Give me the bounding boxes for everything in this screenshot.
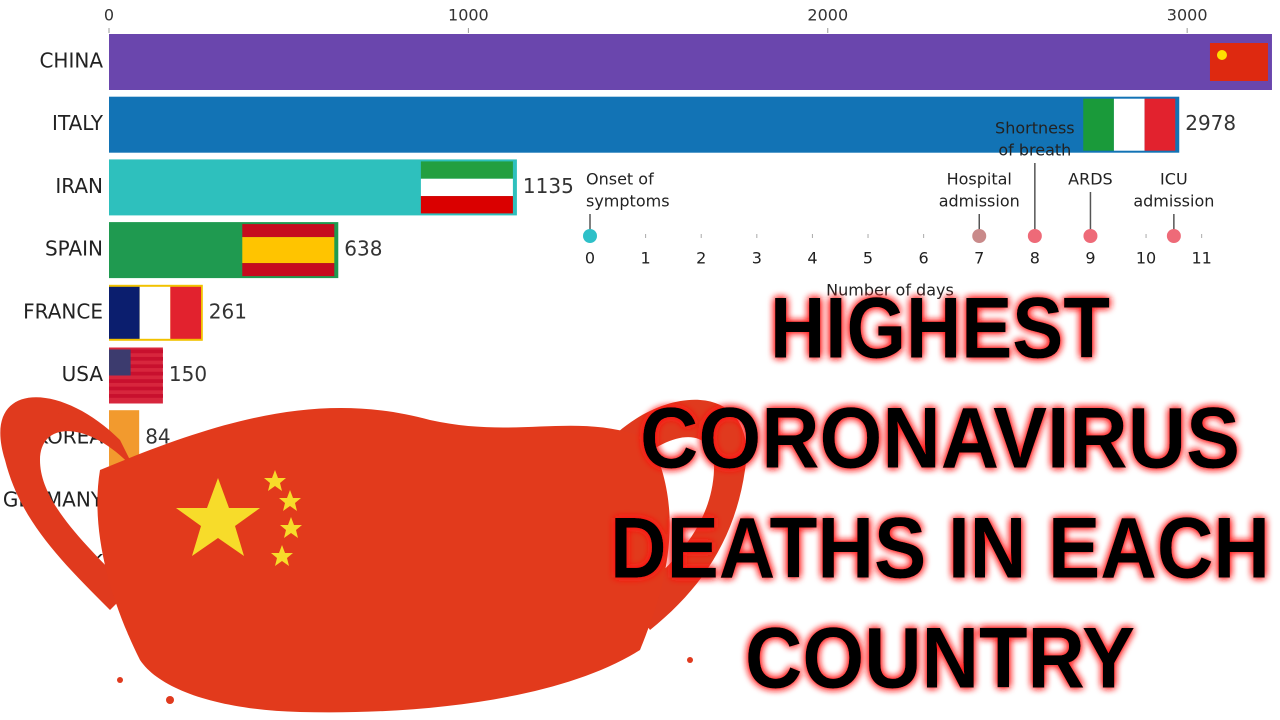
flag-part — [420, 178, 513, 197]
value-label: 261 — [209, 299, 247, 323]
event-label: ICU — [1160, 170, 1188, 189]
flag-part — [242, 263, 335, 277]
value-label: 150 — [169, 362, 207, 386]
event-label: symptoms — [586, 192, 670, 211]
category-label: FRANCE — [23, 299, 103, 323]
flag-part — [109, 371, 163, 376]
event-point — [972, 229, 987, 243]
x-tick-label: 4 — [807, 249, 817, 268]
flag-part — [1209, 43, 1268, 81]
value-label: 1135 — [523, 174, 574, 198]
event-label: of breath — [998, 141, 1071, 160]
x-tick-label: 10 — [1136, 249, 1156, 268]
flag-part — [1113, 98, 1145, 151]
x-tick-label: 1 — [641, 249, 651, 268]
event-label: Hospital — [947, 170, 1012, 189]
category-label: SPAIN — [45, 237, 103, 261]
flag-part — [242, 224, 335, 238]
flag-part — [420, 161, 513, 179]
x-tick-label: 2000 — [807, 6, 848, 25]
headline-line: COUNTRY — [745, 611, 1135, 707]
x-tick-label: 0 — [585, 249, 595, 268]
mask-illustration — [0, 397, 747, 713]
event-point — [1027, 229, 1042, 243]
flag-part — [1144, 98, 1176, 151]
value-label: 638 — [344, 237, 382, 261]
bar — [109, 96, 1180, 153]
flag-part — [109, 364, 163, 369]
x-axis-label: Number of days — [826, 281, 954, 300]
value-label: 2978 — [1185, 111, 1236, 135]
event-point — [1166, 229, 1181, 243]
category-label: IRAN — [55, 174, 103, 198]
event-point — [1083, 229, 1098, 243]
x-tick-label: 11 — [1191, 249, 1211, 268]
x-tick-label: 3000 — [1167, 6, 1208, 25]
flag-part — [109, 379, 163, 383]
event-point — [583, 229, 597, 243]
flag-part — [109, 356, 163, 361]
x-tick-label: 8 — [1030, 249, 1040, 268]
x-tick-label: 2 — [696, 249, 706, 268]
bar — [109, 34, 1272, 90]
category-label: USA — [62, 362, 104, 386]
event-label: Onset of — [586, 170, 654, 189]
x-tick-label: 6 — [919, 249, 929, 268]
event-label: admission — [1133, 192, 1214, 211]
flag-part — [242, 237, 335, 264]
event-label: Shortness — [995, 119, 1075, 138]
headline-line: CORONAVIRUS — [640, 391, 1240, 487]
flag-part — [170, 286, 201, 339]
flag-part — [1216, 50, 1227, 60]
headline: HIGHEST CORONAVIRUS DEATHS IN EACH COUNTRY — [610, 281, 1270, 707]
timeline-chart: 0 1 2 3 4 5 6 7 8 9 10 11 Number of days Onset of symp… — [583, 119, 1214, 300]
x-tick-label: 1000 — [448, 6, 489, 25]
flag-part — [109, 349, 131, 376]
flag-part — [109, 349, 163, 354]
headline-line: DEATHS IN EACH — [610, 501, 1270, 597]
flag-part — [420, 196, 513, 214]
flag-part — [109, 394, 163, 398]
x-tick-label: 0 — [104, 6, 114, 25]
flag-part — [1083, 98, 1114, 151]
flag-part — [109, 386, 163, 391]
headline-line: HIGHEST — [770, 281, 1110, 377]
x-tick-label: 5 — [863, 249, 873, 268]
event-label: admission — [939, 192, 1020, 211]
event-label: ARDS — [1068, 170, 1113, 189]
x-tick-label: 9 — [1085, 249, 1095, 268]
x-tick-label: 7 — [974, 249, 984, 268]
x-tick-label: 3 — [752, 249, 762, 268]
flag-part — [139, 286, 171, 339]
flag-part — [109, 286, 140, 339]
category-label: ITALY — [52, 111, 104, 135]
category-label: CHINA — [39, 49, 103, 73]
